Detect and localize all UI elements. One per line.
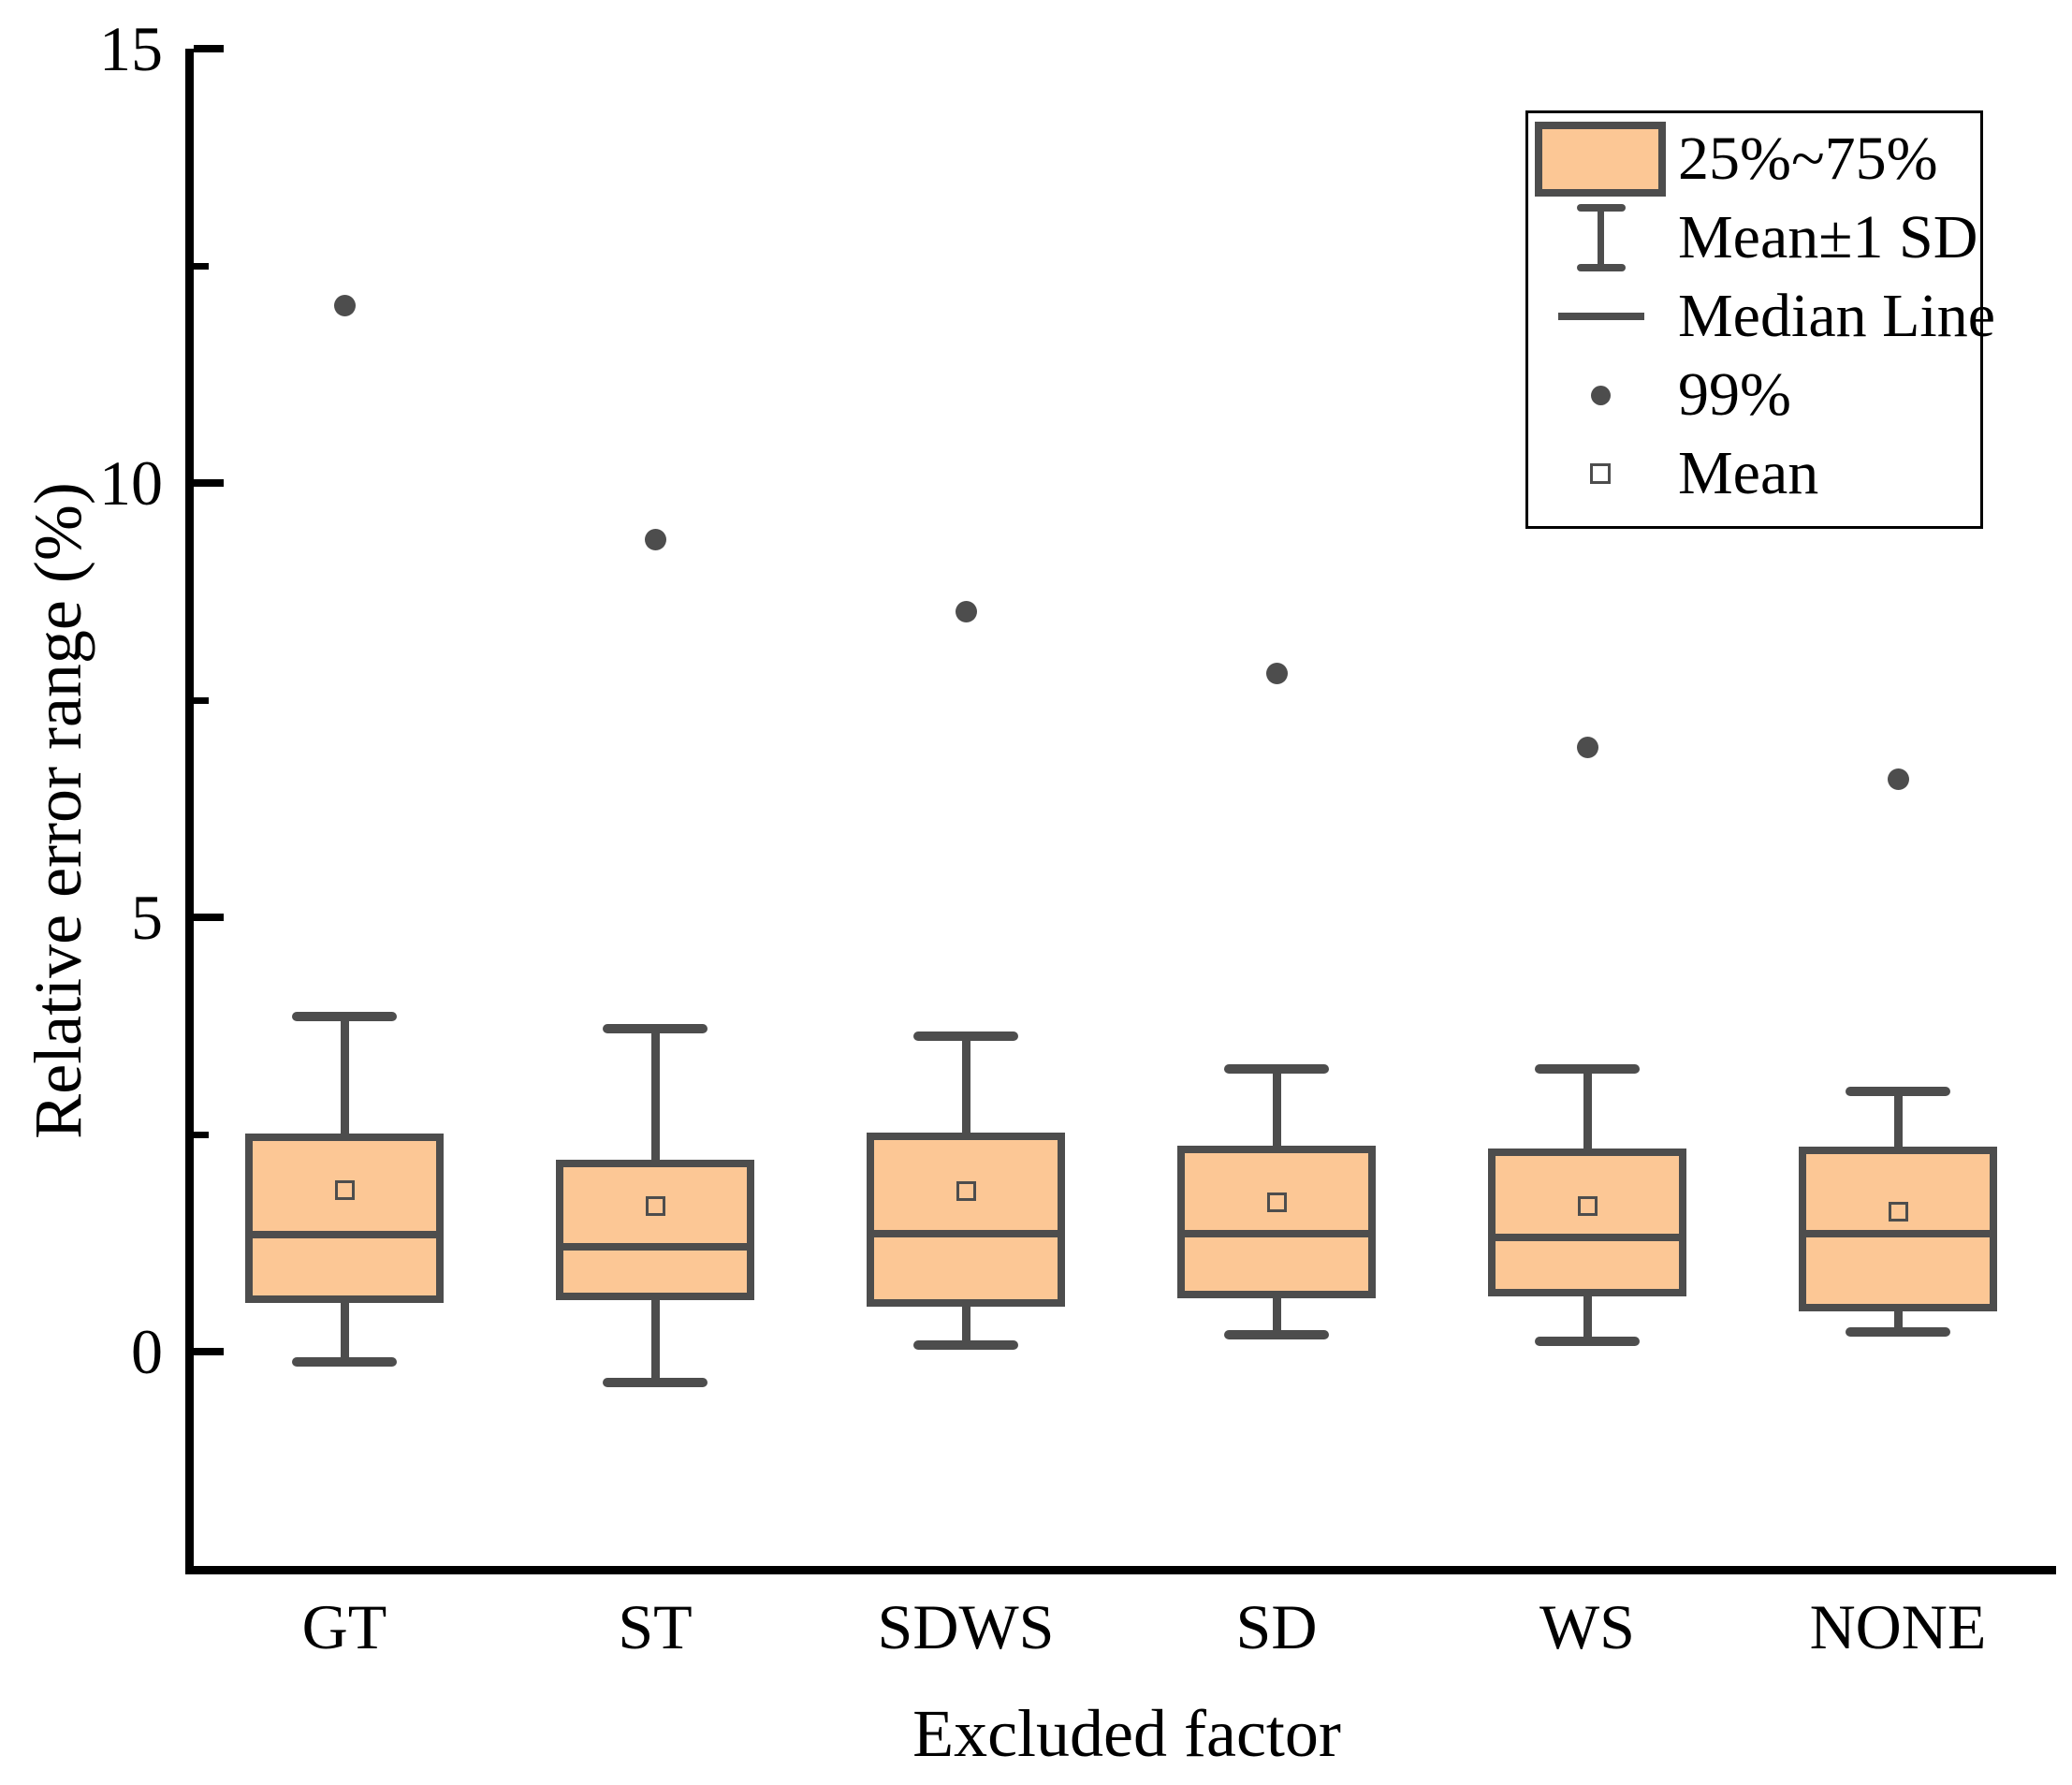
whisker-upper-stem <box>962 1036 970 1136</box>
legend-label: Mean <box>1678 439 1819 507</box>
whisker-lower-cap <box>603 1378 708 1387</box>
y-axis-spine <box>185 49 194 1574</box>
legend-dot-swatch <box>1591 386 1611 405</box>
iqr-box <box>1799 1147 1997 1311</box>
whisker-upper-stem <box>1894 1091 1903 1150</box>
x-category-label: WS <box>1539 1591 1635 1662</box>
legend: 25%~75% Mean±1 SD Median Line 99% Mean <box>1525 110 1995 529</box>
median-line <box>874 1230 1058 1237</box>
median-line <box>1496 1234 1679 1241</box>
whisker-lower-cap <box>292 1357 397 1367</box>
whisker-upper-stem <box>1273 1069 1281 1149</box>
legend-label: 99% <box>1678 360 1791 429</box>
median-line <box>1806 1230 1990 1237</box>
legend-row-dot: 99% <box>1528 356 1980 434</box>
legend-label: 25%~75% <box>1678 124 1938 193</box>
y-axis-title: Relative error range (%) <box>21 482 95 1139</box>
x-category-label: SD <box>1235 1591 1318 1662</box>
whisker-upper-cap <box>603 1024 708 1033</box>
whisker-lower-cap <box>1224 1330 1329 1339</box>
iqr-box <box>245 1134 444 1303</box>
legend-row-whisker: Mean±1 SD <box>1528 198 1980 277</box>
x-axis-spine <box>185 1566 2056 1574</box>
whisker-upper-cap <box>1224 1064 1329 1074</box>
mean-marker <box>956 1181 976 1201</box>
whisker-lower-stem <box>341 1299 349 1362</box>
whisker-lower-cap <box>1846 1327 1950 1337</box>
legend-row-open-square: Mean <box>1528 434 1980 513</box>
y-tick-label: 5 <box>131 882 163 953</box>
y-tick-label: 15 <box>99 13 163 84</box>
y-minor-tick <box>194 1132 209 1138</box>
x-category-label: GT <box>301 1591 387 1662</box>
whisker-lower-stem <box>1894 1308 1903 1332</box>
whisker-lower-stem <box>962 1303 970 1345</box>
mean-marker <box>1267 1192 1287 1212</box>
y-tick-label: 0 <box>131 1316 163 1387</box>
y-minor-tick <box>194 697 209 704</box>
y-major-tick <box>194 914 224 921</box>
legend-median-swatch <box>1558 313 1644 320</box>
iqr-box <box>1488 1149 1686 1296</box>
legend-box-swatch <box>1535 122 1666 197</box>
whisker-upper-stem <box>341 1017 349 1137</box>
whisker-upper-cap <box>292 1012 397 1021</box>
p99-dot <box>1888 768 1909 790</box>
whisker-lower-stem <box>1273 1295 1281 1335</box>
x-category-label: ST <box>618 1591 693 1662</box>
p99-dot <box>1266 663 1288 684</box>
whisker-lower-stem <box>651 1296 660 1383</box>
legend-row-median-line: Median Line <box>1528 277 1995 356</box>
legend-row-box: 25%~75% <box>1528 120 1980 198</box>
y-major-tick <box>194 1348 224 1355</box>
whisker-lower-cap <box>913 1340 1018 1350</box>
legend-whisker-cap-bottom <box>1577 264 1626 271</box>
iqr-box <box>556 1160 754 1300</box>
y-major-tick <box>194 479 224 487</box>
x-axis-title: Excluded factor <box>912 1696 1341 1771</box>
y-tick-label: 10 <box>99 447 163 519</box>
median-line <box>1185 1230 1368 1237</box>
mean-marker <box>646 1196 665 1216</box>
whisker-upper-cap <box>1846 1087 1950 1096</box>
whisker-upper-cap <box>1535 1064 1640 1074</box>
median-line <box>253 1231 436 1238</box>
whisker-lower-cap <box>1535 1337 1640 1346</box>
whisker-lower-stem <box>1583 1293 1592 1341</box>
whisker-upper-cap <box>913 1031 1018 1041</box>
y-minor-tick <box>194 263 209 270</box>
mean-marker <box>1578 1196 1598 1216</box>
mean-marker <box>335 1180 355 1200</box>
p99-dot <box>334 295 356 316</box>
legend-square-swatch <box>1590 463 1611 484</box>
legend-label: Mean±1 SD <box>1678 203 1978 271</box>
mean-marker <box>1889 1202 1908 1222</box>
legend-label: Median Line <box>1678 282 1996 350</box>
x-category-label: NONE <box>1809 1591 1987 1662</box>
x-category-label: SDWS <box>877 1591 1055 1662</box>
iqr-box <box>1177 1146 1376 1298</box>
whisker-upper-stem <box>1583 1069 1592 1152</box>
y-major-tick <box>194 45 224 52</box>
p99-dot <box>956 601 977 622</box>
whisker-upper-stem <box>651 1029 660 1163</box>
median-line <box>563 1243 747 1251</box>
iqr-box <box>867 1133 1065 1307</box>
p99-dot <box>645 529 666 550</box>
legend-whisker-stem <box>1598 207 1604 269</box>
p99-dot <box>1577 737 1598 758</box>
legend-whisker-cap-top <box>1577 204 1626 212</box>
